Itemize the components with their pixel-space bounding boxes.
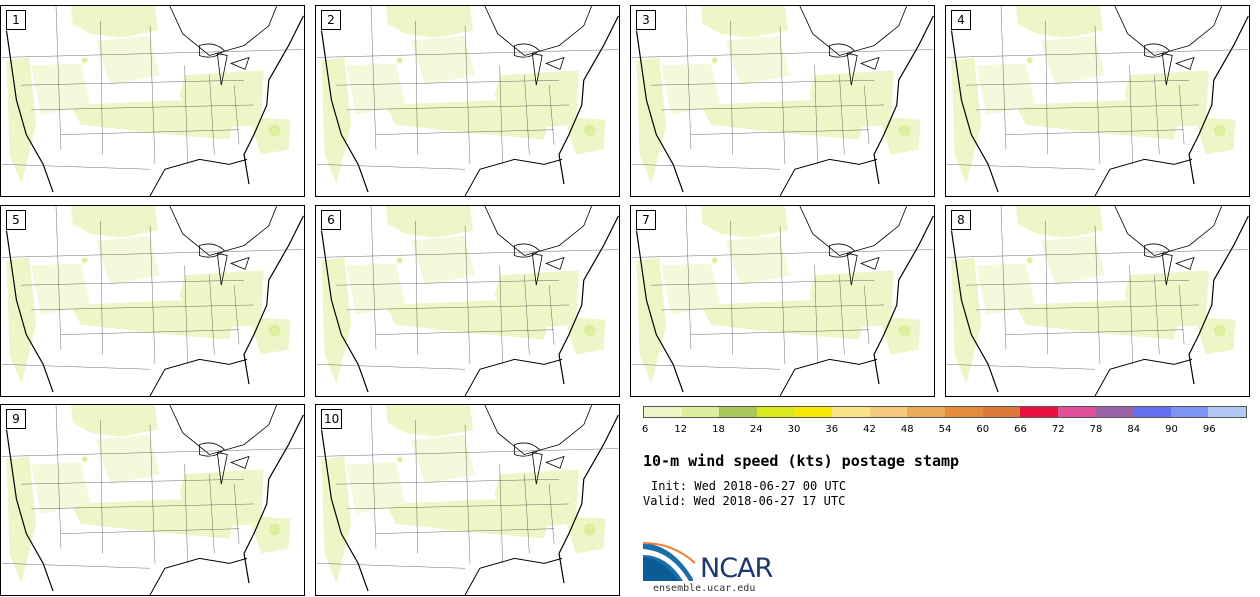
map-7 xyxy=(631,206,934,396)
legend-tick-label: 60 xyxy=(976,424,990,435)
legend-swatch xyxy=(1170,407,1209,417)
legend-tick-label: 42 xyxy=(863,424,876,435)
legend-swatch xyxy=(869,407,908,417)
panel-label: 2 xyxy=(321,10,341,30)
legend-swatch xyxy=(832,407,870,417)
map-10 xyxy=(316,405,619,595)
map-panel-7: 7 xyxy=(630,205,935,397)
legend-tick-label: 30 xyxy=(787,424,801,435)
legend-tick-label: 36 xyxy=(825,424,839,435)
panel-label: 3 xyxy=(636,10,656,30)
panel-label: 7 xyxy=(636,210,656,230)
legend-tick-label: 24 xyxy=(749,424,763,435)
legend-tick-label: 90 xyxy=(1165,424,1178,435)
map-panel-8: 8 xyxy=(945,205,1250,397)
map-4 xyxy=(946,6,1249,196)
map-panel-3: 3 xyxy=(630,5,935,197)
legend-tick-label: 48 xyxy=(900,424,914,435)
legend-tick-label: 12 xyxy=(674,424,688,435)
legend-swatch xyxy=(756,407,795,417)
legend-swatch xyxy=(719,407,757,417)
legend-swatch xyxy=(1133,407,1171,417)
map-panel-5: 5 xyxy=(0,205,305,397)
legend-tick-label: 18 xyxy=(712,424,725,435)
site-url: ensemble.ucar.edu xyxy=(653,583,756,594)
init-time: Init: Wed 2018-06-27 00 UTC xyxy=(651,479,847,493)
panel-label: 9 xyxy=(6,409,26,429)
map-panel-2: 2 xyxy=(315,5,620,197)
map-2 xyxy=(316,6,619,196)
legend-tick-label: 96 xyxy=(1202,424,1216,435)
map-panel-9: 9 xyxy=(0,404,305,596)
panel-label: 6 xyxy=(321,210,341,230)
map-3 xyxy=(631,6,934,196)
ncar-logo-text: NCAR xyxy=(700,553,773,584)
legend-swatch xyxy=(794,407,833,417)
map-panel-1: 1 xyxy=(0,5,305,197)
legend-ticks: 6 12 18 24 30 36 42 48 54 60 66 72 78 84 90 96 xyxy=(641,424,1247,438)
legend-swatch xyxy=(681,407,720,417)
panel-label: 5 xyxy=(6,210,26,230)
legend-tick-label: 84 xyxy=(1127,424,1141,435)
map-1 xyxy=(1,6,304,196)
legend-tick-label: 6 xyxy=(641,424,649,435)
legend-swatch xyxy=(644,407,682,417)
legend-tick-label: 72 xyxy=(1051,424,1065,435)
panel-label: 8 xyxy=(951,210,971,230)
map-8 xyxy=(946,206,1249,396)
legend-swatch xyxy=(1095,407,1134,417)
color-legend xyxy=(643,406,1247,418)
legend-swatch xyxy=(1057,407,1096,417)
legend-tick-label: 78 xyxy=(1089,424,1103,435)
legend-swatch xyxy=(907,407,945,417)
panel-label: 4 xyxy=(951,10,971,30)
legend-tick-label: 54 xyxy=(938,424,952,435)
ncar-logo-icon xyxy=(643,542,696,581)
map-panel-6: 6 xyxy=(315,205,620,397)
map-9 xyxy=(1,405,304,595)
legend-swatch xyxy=(1020,407,1058,417)
chart-title: 10-m wind speed (kts) postage stamp xyxy=(643,452,960,470)
legend-tick-label: 66 xyxy=(1014,424,1027,435)
valid-time: Valid: Wed 2018-06-27 17 UTC xyxy=(643,494,846,508)
panel-label: 1 xyxy=(6,10,26,30)
map-5 xyxy=(1,206,304,396)
legend-swatch xyxy=(1208,407,1246,417)
map-panel-4: 4 xyxy=(945,5,1250,197)
panel-label: 10 xyxy=(321,409,343,429)
map-6 xyxy=(316,206,619,396)
legend-swatch xyxy=(982,407,1021,417)
map-panel-10: 10 xyxy=(315,404,620,596)
legend-swatch xyxy=(945,407,983,417)
